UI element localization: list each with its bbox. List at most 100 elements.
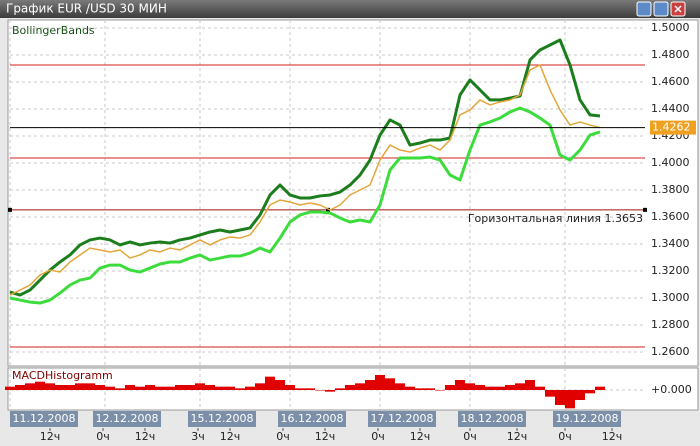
histogram-bar — [385, 378, 395, 390]
histogram-bar — [595, 386, 605, 390]
hour-tick-label: 12ч — [602, 430, 623, 443]
hour-tick-label: 0ч — [96, 430, 110, 443]
histogram-bar — [525, 380, 535, 390]
histogram-bar — [585, 390, 595, 394]
y-tick-label: 1.2800 — [651, 318, 690, 331]
histogram-bar — [415, 388, 425, 390]
histogram-bar — [75, 383, 85, 390]
title-bar — [0, 0, 700, 18]
date-tick-label: 18.12.2008 — [461, 412, 524, 425]
histogram-bar — [85, 383, 95, 390]
histogram-bar — [235, 388, 245, 390]
y-tick-label: 1.3400 — [651, 237, 690, 250]
date-tick-label: 12.12.2008 — [96, 412, 159, 425]
histogram-bar — [475, 385, 485, 390]
histogram-bar — [265, 376, 275, 390]
histogram-bar — [45, 383, 55, 390]
maximize-button[interactable] — [653, 1, 669, 17]
date-tick-label: 11.12.2008 — [13, 412, 76, 425]
line-handle — [8, 207, 12, 212]
line-handle — [643, 207, 647, 212]
histogram-bar — [285, 385, 295, 390]
histogram-bar — [515, 383, 525, 390]
histogram-bar — [555, 390, 565, 405]
histogram-bar — [495, 386, 505, 390]
date-tick-label: 16.12.2008 — [281, 412, 344, 425]
y-tick-label: 1.3200 — [651, 264, 690, 277]
hour-tick-label: 12ч — [220, 430, 241, 443]
histogram-bar — [485, 386, 495, 390]
histogram-bar — [105, 386, 115, 390]
histogram-bar — [245, 386, 255, 390]
hour-tick-label: 0ч — [276, 430, 290, 443]
minimize-button[interactable] — [636, 1, 652, 17]
histogram-bar — [95, 385, 105, 390]
date-tick-box — [188, 411, 256, 427]
y-tick-label: 1.3600 — [651, 210, 690, 223]
hour-tick-label: 12ч — [135, 430, 156, 443]
histogram-bar — [35, 381, 45, 390]
macd-title: MACDHistogramm — [12, 369, 113, 382]
histogram-bar — [155, 386, 165, 390]
horizontal-line-label: Горизонтальная линия 1.3653 — [468, 212, 643, 225]
histogram-bar — [195, 383, 205, 390]
histogram-bar — [5, 386, 15, 390]
date-tick-label: 19.12.2008 — [556, 412, 619, 425]
hour-tick-label: 12ч — [315, 430, 336, 443]
hour-tick-label: 0ч — [371, 430, 385, 443]
histogram-bar — [115, 388, 125, 390]
date-tick-box — [368, 411, 436, 427]
y-tick-label: 1.3800 — [651, 183, 690, 196]
histogram-bar — [275, 380, 285, 390]
histogram-bar — [425, 388, 435, 390]
hour-tick-label: 0ч — [558, 430, 572, 443]
histogram-bar — [125, 385, 135, 390]
y-tick-label: 1.2600 — [651, 345, 690, 358]
histogram-bar — [345, 385, 355, 390]
window-title: График EUR /USD 30 МИН — [6, 2, 167, 16]
series-line — [9, 106, 601, 305]
histogram-bar — [325, 390, 335, 392]
date-tick-label: 17.12.2008 — [371, 412, 434, 425]
histogram-bar — [565, 390, 575, 409]
histogram-bar — [465, 383, 475, 390]
histogram-bar — [225, 386, 235, 390]
date-tick-box — [10, 411, 78, 427]
current-price-box — [650, 120, 696, 135]
histogram-bar — [395, 383, 405, 390]
histogram-bar — [545, 390, 555, 397]
histogram-bar — [205, 385, 215, 390]
histogram-bar — [255, 383, 265, 390]
y-tick-label: 1.3000 — [651, 291, 690, 304]
y-tick-label: 1.4800 — [651, 48, 690, 61]
histogram-bar — [355, 383, 365, 390]
histogram-bar — [435, 390, 445, 391]
histogram-bar — [535, 386, 545, 390]
date-tick-label: 15.12.2008 — [191, 412, 254, 425]
histogram-bar — [25, 383, 35, 390]
histogram-bar — [455, 380, 465, 390]
histogram-bar — [305, 388, 315, 390]
histogram-bar — [295, 388, 305, 390]
histogram-bar — [405, 386, 415, 390]
y-tick-label: +0.000 — [651, 383, 692, 396]
histogram-bar — [215, 386, 225, 390]
histogram-bar — [575, 390, 585, 400]
y-tick-label: 1.4400 — [651, 102, 690, 115]
y-tick-label: 1.5000 — [651, 21, 690, 34]
histogram-bar — [335, 388, 345, 390]
date-tick-box — [458, 411, 526, 427]
histogram-bar — [15, 385, 25, 390]
y-tick-label: 1.4600 — [651, 75, 690, 88]
date-tick-box — [93, 411, 161, 427]
histogram-bar — [145, 385, 155, 390]
histogram-bar — [175, 385, 185, 390]
histogram-bar — [365, 380, 375, 390]
histogram-bar — [445, 385, 455, 390]
current-price-label: 1.4262 — [652, 121, 691, 134]
date-tick-box — [278, 411, 346, 427]
histogram-bar — [65, 385, 75, 390]
histogram-bar — [315, 390, 325, 391]
